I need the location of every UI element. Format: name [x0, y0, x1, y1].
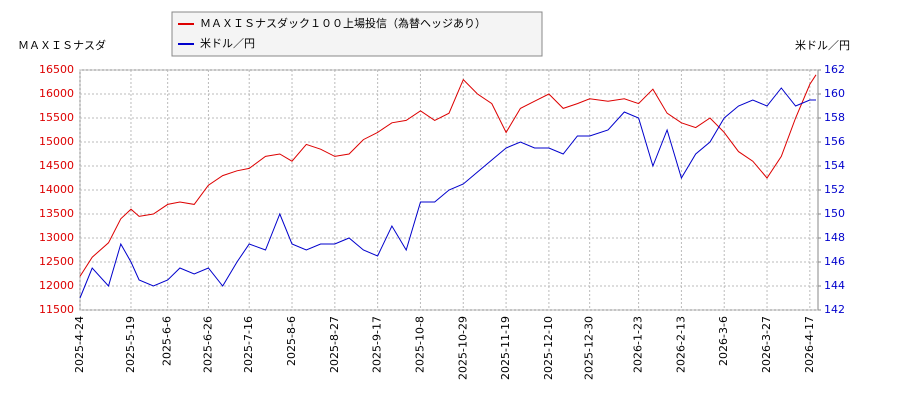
y2-tick-label: 162 [824, 63, 845, 76]
y2-axis-label: 米ドル／円 [795, 39, 850, 52]
y-tick-label: 13500 [39, 207, 74, 220]
y-tick-label: 12000 [39, 279, 74, 292]
y2-tick-label: 152 [824, 183, 845, 196]
x-tick-label: 2025-11-19 [499, 316, 512, 380]
y-tick-label: 14500 [39, 159, 74, 172]
y-tick-label: 16500 [39, 63, 74, 76]
y-tick-label: 15500 [39, 111, 74, 124]
legend [171, 11, 543, 57]
x-tick-label: 2026-1-23 [632, 316, 645, 373]
y-axis-label: ＭＡＸＩＳナスダ [18, 38, 106, 52]
legend-label: 米ドル／円 [200, 37, 255, 50]
y2-tick-label: 156 [824, 135, 845, 148]
x-tick-label: 2026-3-27 [760, 316, 773, 373]
y-tick-label: 12500 [39, 255, 74, 268]
y2-tick-label: 150 [824, 207, 845, 220]
y2-tick-label: 146 [824, 255, 845, 268]
x-tick-label: 2025-9-17 [371, 316, 384, 373]
x-tick-label: 2025-7-16 [242, 316, 255, 373]
x-tick-label: 2025-12-30 [583, 316, 596, 380]
y2-tick-label: 160 [824, 87, 845, 100]
y2-tick-label: 158 [824, 111, 845, 124]
y2-tick-label: 142 [824, 303, 845, 316]
legend-label: ＭＡＸＩＳナスダック１００上場投信（為替ヘッジあり） [200, 16, 486, 30]
y2-tick-label: 148 [824, 231, 845, 244]
x-tick-label: 2025-10-8 [413, 316, 426, 373]
x-tick-label: 2026-2-13 [674, 316, 687, 373]
x-tick-label: 2026-3-6 [717, 316, 730, 366]
y-tick-label: 11500 [39, 303, 74, 316]
x-tick-label: 2025-6-26 [201, 316, 214, 373]
x-tick-label: 2025-6-6 [161, 316, 174, 366]
series-line [79, 87, 816, 299]
y-tick-label: 16000 [39, 87, 74, 100]
y-tick-label: 15000 [39, 135, 74, 148]
y2-tick-label: 144 [824, 279, 845, 292]
x-tick-label: 2025-10-29 [456, 316, 469, 380]
x-tick-label: 2026-4-17 [803, 316, 816, 373]
x-tick-label: 2025-8-27 [328, 316, 341, 373]
y-tick-label: 14000 [39, 183, 74, 196]
x-tick-label: 2025-8-6 [285, 316, 298, 366]
series-line [79, 74, 817, 277]
x-tick-label: 2025-4-24 [73, 316, 86, 373]
y-tick-label: 13000 [39, 231, 74, 244]
y2-tick-label: 154 [824, 159, 845, 172]
x-tick-label: 2025-12-10 [542, 316, 555, 380]
x-tick-label: 2025-5-19 [124, 316, 137, 373]
